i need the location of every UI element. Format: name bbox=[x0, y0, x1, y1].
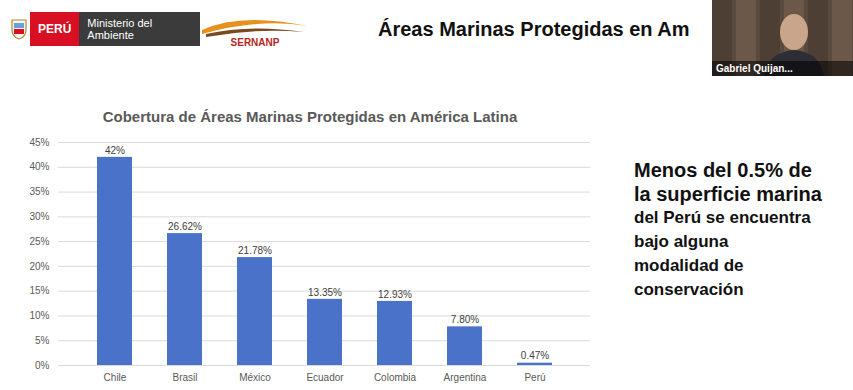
html-text:conservación: conservación bbox=[634, 280, 744, 299]
html-text:Cobertura de Áreas Marinas Pro: Cobertura de Áreas Marinas Protegidas en… bbox=[102, 108, 518, 125]
svg-text:21.78%: 21.78% bbox=[238, 245, 272, 256]
svg-text:15%: 15% bbox=[29, 285, 49, 296]
html-text:Menos del 0.5% de: Menos del 0.5% de bbox=[634, 159, 812, 181]
svg-text:35%: 35% bbox=[29, 186, 49, 197]
svg-text:7.80%: 7.80% bbox=[451, 314, 479, 325]
svg-text:Brasil: Brasil bbox=[172, 372, 197, 383]
svg-text:30%: 30% bbox=[29, 211, 49, 222]
svg-text:40%: 40% bbox=[29, 161, 49, 172]
html-text:del Perú se encuentra: del Perú se encuentra bbox=[634, 208, 811, 227]
svg-text:12.93%: 12.93% bbox=[378, 289, 412, 300]
html-text:la superficie marina: la superficie marina bbox=[634, 183, 822, 205]
svg-text:25%: 25% bbox=[29, 236, 49, 247]
svg-text:Perú: Perú bbox=[524, 372, 545, 383]
svg-text:0.47%: 0.47% bbox=[521, 350, 549, 361]
html-text:Gabriel Quijan...: Gabriel Quijan... bbox=[716, 63, 793, 74]
svg-text:45%: 45% bbox=[29, 137, 49, 148]
svg-text:Argentina: Argentina bbox=[444, 372, 487, 383]
svg-text:20%: 20% bbox=[29, 261, 49, 272]
html-text:modalidad de: modalidad de bbox=[634, 256, 744, 275]
svg-text:26.62%: 26.62% bbox=[168, 221, 202, 232]
svg-text:42%: 42% bbox=[105, 145, 125, 156]
svg-text:SERNANP: SERNANP bbox=[231, 37, 280, 48]
html-text:PERÚ: PERÚ bbox=[38, 22, 72, 36]
svg-text:México: México bbox=[239, 372, 271, 383]
svg-text:0%: 0% bbox=[35, 360, 50, 371]
svg-text:13.35%: 13.35% bbox=[308, 287, 342, 298]
svg-text:5%: 5% bbox=[35, 335, 50, 346]
svg-text:Chile: Chile bbox=[104, 372, 127, 383]
svg-text:Colombia: Colombia bbox=[374, 372, 417, 383]
html-text:bajo alguna: bajo alguna bbox=[634, 232, 729, 251]
svg-text:Ecuador: Ecuador bbox=[306, 372, 344, 383]
svg-text:10%: 10% bbox=[29, 310, 49, 321]
html-text:Ministerio del Ambiente: Ministerio del Ambiente bbox=[87, 17, 153, 41]
html-text:Áreas Marinas Protegidas en Am: Áreas Marinas Protegidas en Am bbox=[378, 18, 690, 40]
